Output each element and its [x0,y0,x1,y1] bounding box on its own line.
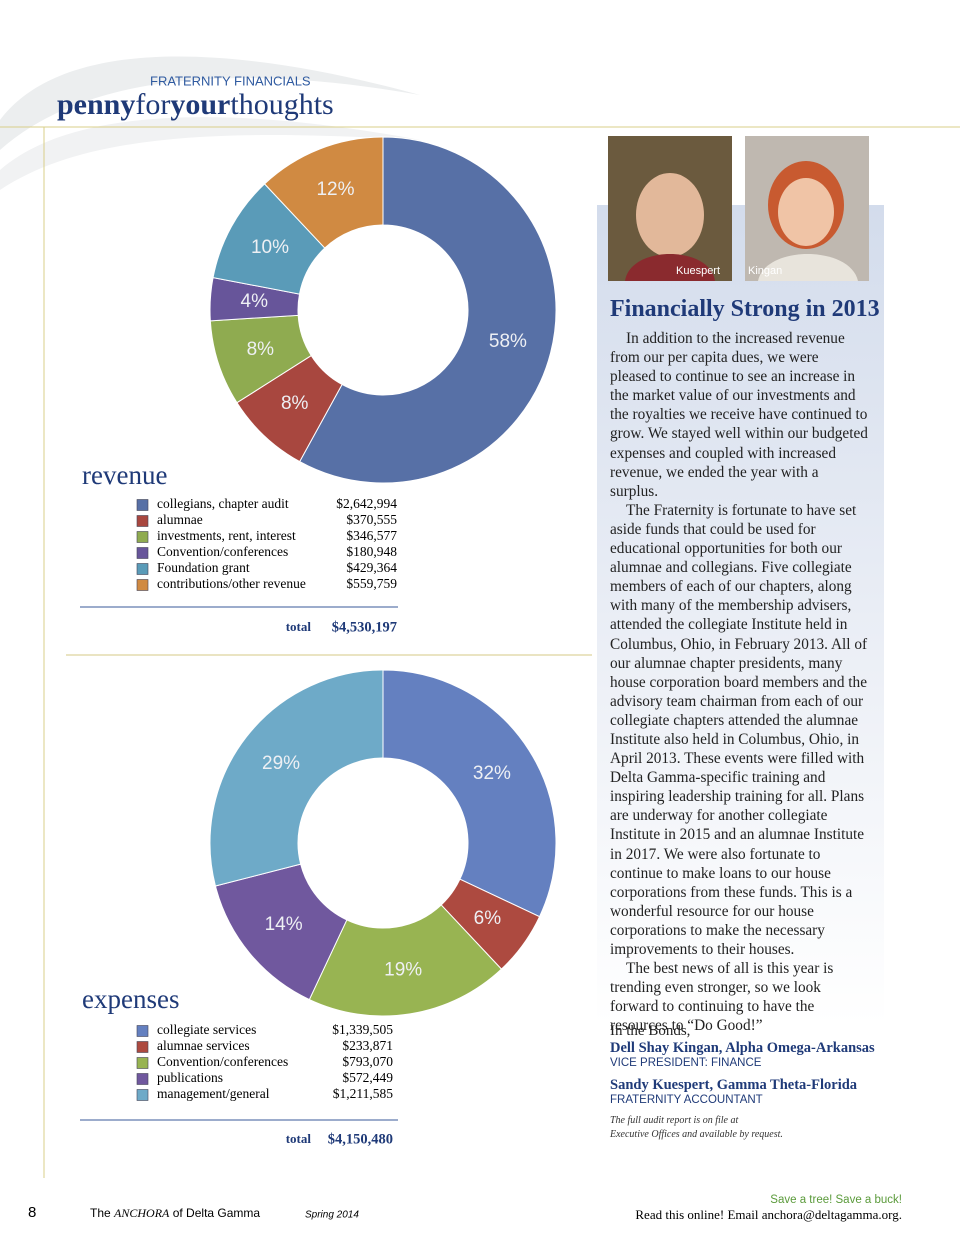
legend-swatch [136,1025,149,1037]
photo [745,136,869,281]
publication: The ANCHORA of Delta Gamma [90,1206,260,1220]
legend-label: Convention/conferences [157,544,288,559]
slice-label: 19% [384,959,422,980]
swoosh [0,56,420,150]
signature-block: In the Bonds, Dell Shay Kingan, Alpha Om… [610,1023,910,1142]
legend-amount: $429,364 [346,560,397,575]
slice-label: 58% [489,331,527,352]
slice-label: 32% [473,763,511,784]
total-amount: $4,530,197 [332,619,397,635]
legend-amount: $793,070 [342,1054,393,1069]
legend-swatch [136,1089,149,1101]
legend-swatch [136,499,149,511]
legend-amount: $180,948 [346,544,397,559]
photo-caption: Kuespert [676,265,720,277]
note-line: Executive Offices and available by reque… [610,1129,783,1140]
paragraph: In addition to the increased revenue fro… [610,330,868,500]
legend-amount: $370,555 [346,512,397,527]
donut-slice [382,669,557,918]
legend-swatch [136,515,149,527]
page-title: pennyforyourthoughts [57,88,334,121]
publication-part: ANCHORA [113,1206,170,1220]
legend-swatch [136,547,149,559]
article-body: In addition to the increased revenue fro… [610,329,868,1035]
photo [608,136,732,281]
signer-role: FRATERNITY ACCOUNTANT [610,1094,763,1106]
legend-amount: $1,339,505 [332,1022,393,1037]
slice-label: 6% [474,908,502,929]
note-line: The full audit report is on file at [610,1115,739,1126]
slice-label: 8% [247,339,275,360]
title-part: thoughts [230,88,333,121]
title-part: for [135,88,170,121]
closing: In the Bonds, [610,1023,691,1039]
legend-label: management/general [157,1086,270,1101]
legend-swatch [136,531,149,543]
slice-label: 14% [265,914,303,935]
chart-title: expenses [82,984,179,1014]
paragraph: The best news of all is this year is tre… [610,960,834,1035]
signer-name: Dell Shay Kingan, Alpha Omega-Arkansas [610,1040,875,1056]
donut-slice [308,904,503,1017]
total-label: total [286,1131,312,1146]
swoosh [0,117,420,190]
legend-swatch [136,579,149,591]
slice-label: 12% [316,179,354,200]
total-amount: $4,150,480 [328,1131,393,1147]
photo-caption: Kingan [748,265,782,277]
legend-label: Foundation grant [157,560,250,575]
donut-slice [298,136,557,484]
signer-name: Sandy Kuespert, Gamma Theta-Florida [610,1077,858,1093]
legend-swatch [136,563,149,575]
legend-label: collegiate services [157,1022,256,1037]
online-note: Read this online! Email anchora@deltagam… [635,1207,902,1222]
legend-amount: $572,449 [342,1070,393,1085]
legend-amount: $346,577 [346,528,397,543]
donut-slice [209,669,384,887]
legend-label: collegians, chapter audit [157,496,289,511]
legend-swatch [136,1073,149,1085]
donut-slice [263,136,384,249]
slice-label: 29% [262,753,300,774]
issue: Spring 2014 [305,1210,359,1221]
total-label: total [286,619,312,634]
slice-label: 8% [281,393,309,414]
legend-amount: $233,871 [342,1038,393,1053]
signer-role: VICE PRESIDENT: FINANCE [610,1057,762,1069]
legend-label: investments, rent, interest [157,528,296,543]
article: Financially Strong in 2013 In addition t… [610,296,880,1035]
legend-label: contributions/other revenue [157,576,306,591]
legend-amount: $2,642,994 [336,496,397,511]
legend-amount: $559,759 [346,576,397,591]
paragraph: The Fraternity is fortunate to have set … [610,501,868,958]
promo: Save a tree! Save a buck! [770,1194,902,1206]
title-part: penny [57,88,135,121]
legend-label: alumnae [157,512,203,527]
publication-part: of Delta Gamma [173,1206,261,1220]
title-part: your [170,88,230,121]
kicker: FRATERNITY FINANCIALS [150,73,311,88]
chart-title: revenue [82,460,167,490]
legend-swatch [136,1057,149,1069]
publication-part: The [90,1206,111,1220]
page-number: 8 [28,1204,36,1221]
legend-amount: $1,211,585 [333,1086,393,1101]
legend-label: Convention/conferences [157,1054,288,1069]
legend-label: publications [157,1070,223,1085]
article-panel [597,205,884,1025]
legend-swatch [136,1041,149,1053]
slice-label: 10% [251,237,289,258]
slice-label: 4% [241,291,269,312]
article-title: Financially Strong in 2013 [610,296,880,322]
legend-label: alumnae services [157,1038,250,1053]
